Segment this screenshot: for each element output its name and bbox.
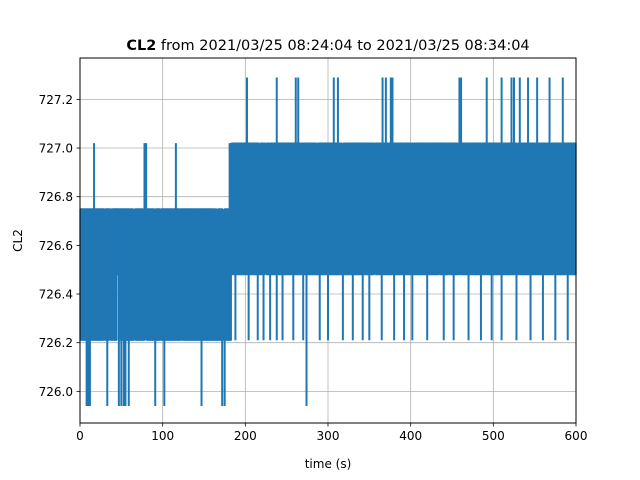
- x-tick-label: 200: [234, 429, 257, 443]
- y-axis-label: CL2: [11, 229, 25, 252]
- chart-title-rest: from 2021/03/25 08:24:04 to 2021/03/25 0…: [156, 38, 529, 54]
- y-tick-label: 726.6: [39, 239, 73, 253]
- x-tick-label: 400: [399, 429, 422, 443]
- y-tick-label: 727.2: [39, 93, 73, 107]
- series-band: [118, 208, 232, 341]
- y-tick-label: 726.4: [39, 288, 73, 302]
- chart-title-bold: CL2: [126, 38, 156, 54]
- x-tick-label: 500: [482, 429, 505, 443]
- ticks: 0 100 200 300 400 500 600 726.0 726.2 726.4 726.6 7…: [39, 93, 588, 443]
- y-tick-label: 726.2: [39, 336, 73, 350]
- plot-data: [79, 77, 577, 406]
- x-tick-label: 600: [565, 429, 588, 443]
- series-band: [231, 143, 576, 275]
- series-band: [80, 208, 117, 341]
- y-tick-label: 726.0: [39, 385, 73, 399]
- series-band: [116, 208, 119, 275]
- x-tick-label: 300: [317, 429, 340, 443]
- y-tick-label: 727.0: [39, 142, 73, 156]
- x-tick-label: 0: [76, 429, 84, 443]
- chart-title: CL2 from 2021/03/25 08:24:04 to 2021/03/…: [126, 38, 529, 54]
- y-tick-label: 726.8: [39, 190, 73, 204]
- x-axis-label: time (s): [305, 457, 352, 471]
- x-tick-label: 100: [151, 429, 174, 443]
